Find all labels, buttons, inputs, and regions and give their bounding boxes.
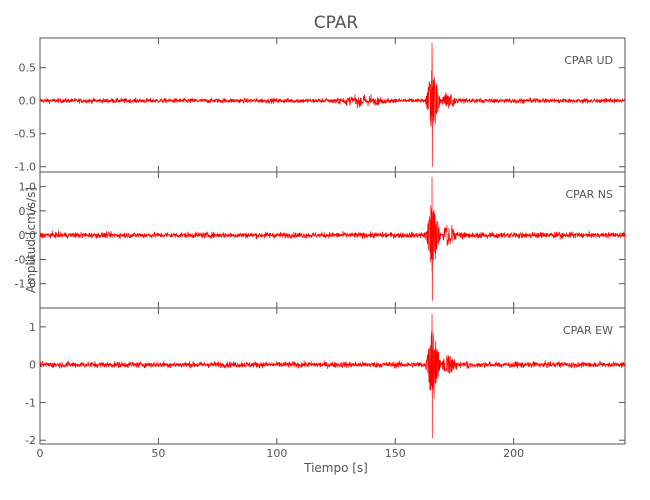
- component-label: CPAR UD: [564, 54, 613, 67]
- component-label: CPAR NS: [566, 188, 614, 201]
- panel-2: -1.0 -0.5 0.0 0.5 1.0 CPAR NS: [15, 171, 626, 309]
- panel-1: -1.0 -0.5 0.0 0.5 CPAR UD: [15, 37, 626, 174]
- x-tick-label: 100: [266, 447, 287, 460]
- y-tick-label: -0.5: [15, 128, 36, 141]
- y-tick-label: -1.0: [15, 161, 36, 174]
- y-tick-label: 1: [29, 321, 36, 334]
- panel-3: -2 -1 0 1 CPAR EW: [25, 307, 626, 447]
- panel-frame: [39, 307, 626, 445]
- x-axis-label: Tiempo [s]: [303, 461, 368, 475]
- y-tick-label: 0.0: [19, 229, 37, 242]
- y-tick-label: -1.0: [15, 278, 36, 291]
- y-tick-label: -2: [25, 434, 36, 447]
- component-label: CPAR EW: [563, 324, 613, 337]
- panel-frame: [39, 171, 626, 309]
- y-tick-label: 0.5: [19, 62, 37, 75]
- x-tick-label: 50: [151, 447, 165, 460]
- y-tick-label: 1.0: [19, 181, 37, 194]
- y-tick-label: -0.5: [15, 253, 36, 266]
- x-tick-label: 0: [37, 447, 44, 460]
- y-tick-label: -1: [25, 396, 36, 409]
- x-tick-label: 150: [385, 447, 406, 460]
- series-line: [39, 313, 626, 439]
- y-tick-label: 0.0: [19, 95, 37, 108]
- series-line: [39, 176, 626, 301]
- y-tick-label: 0: [29, 359, 36, 372]
- x-tick-label: 200: [503, 447, 524, 460]
- chart-title: CPAR: [314, 13, 359, 33]
- panel-frame: [39, 37, 626, 173]
- y-tick-label: 0.5: [19, 205, 37, 218]
- series-line: [39, 42, 626, 167]
- y-axis-label: Amplitud [cm/s/s]: [24, 187, 38, 293]
